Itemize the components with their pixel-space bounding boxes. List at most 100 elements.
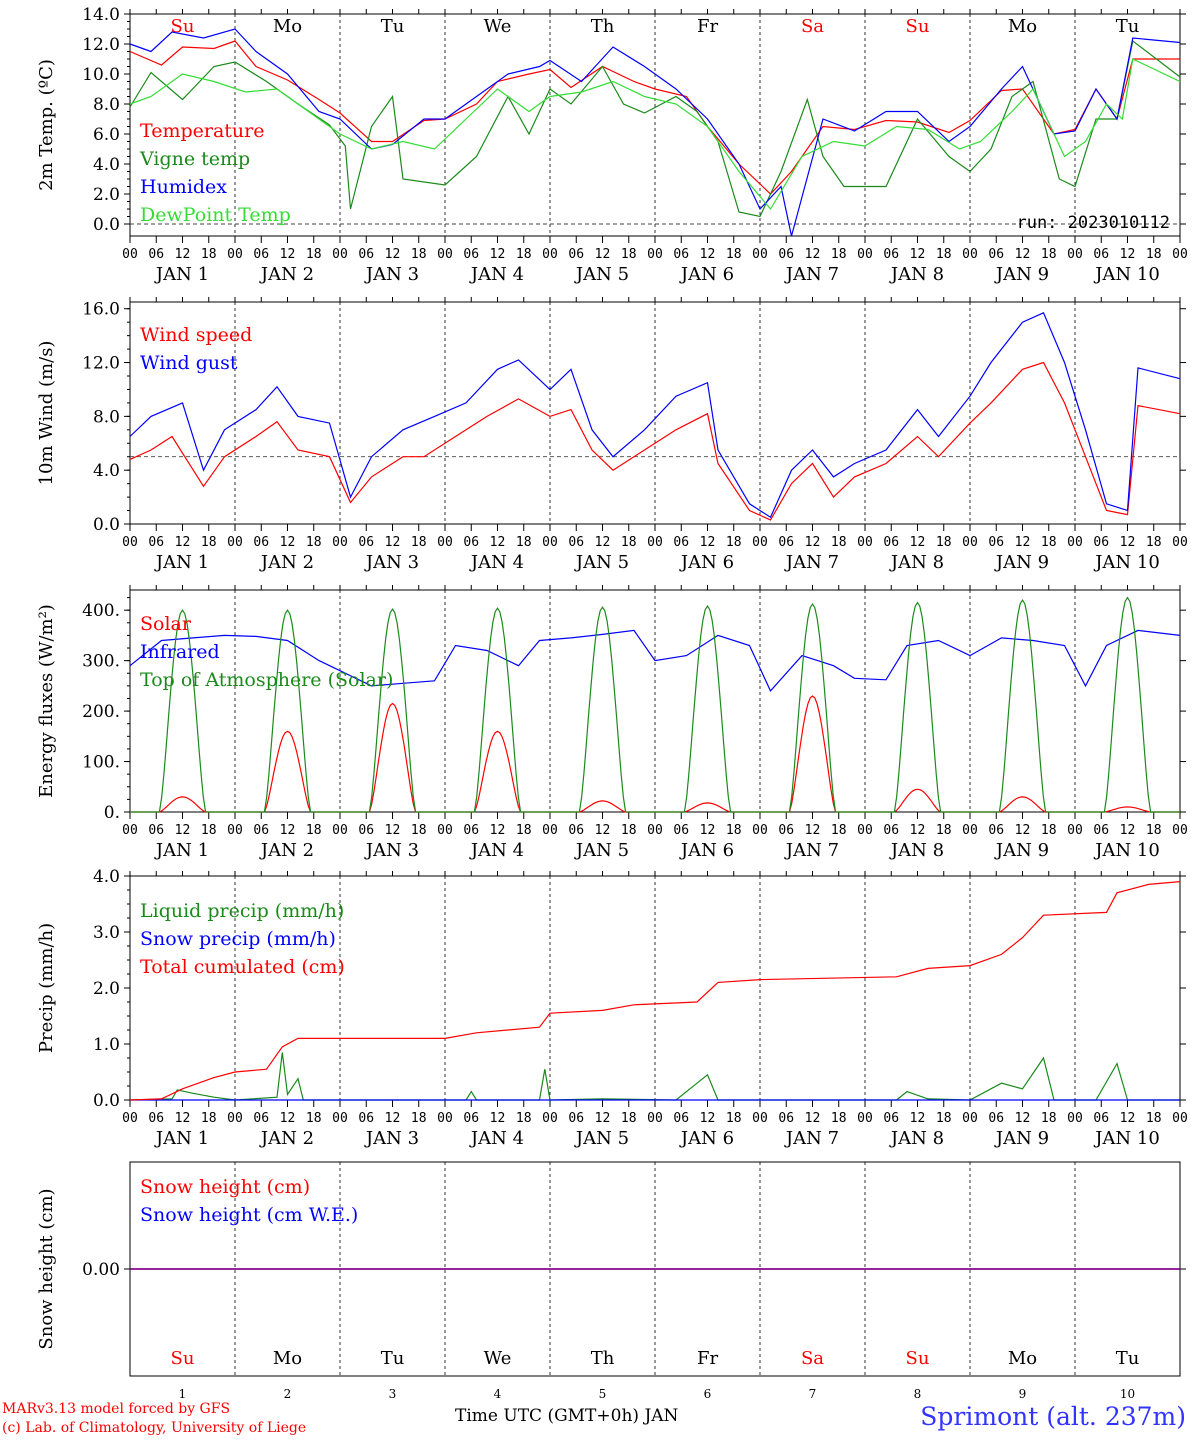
y-axis-title: Energy fluxes (W/m²) xyxy=(36,604,57,798)
date-label: JAN 1 xyxy=(154,1128,209,1149)
hour-tick-label: 06 xyxy=(1093,823,1109,838)
hour-tick-label: 06 xyxy=(358,823,374,838)
date-label: JAN 9 xyxy=(994,840,1049,861)
legend-entry: Infrared xyxy=(140,641,220,663)
time-axis-label: Time UTC (GMT+0h) JAN xyxy=(455,1406,679,1426)
hour-tick-label: 06 xyxy=(1093,1111,1109,1126)
date-label: JAN 9 xyxy=(994,264,1049,285)
hour-tick-label: 18 xyxy=(1146,247,1162,262)
weekday-label: Su xyxy=(171,1348,195,1369)
panel-5: 0.00 Snow height (cm) 1 Su 2 Mo 3 Tu 4 We 5 Th 6 Fr 7 S… xyxy=(36,1161,1186,1401)
date-label: JAN 2 xyxy=(259,552,314,573)
weekday-label: Mo xyxy=(1008,1348,1037,1369)
y-tick-label: 14.0 xyxy=(82,5,120,25)
hour-tick-label: 18 xyxy=(1041,535,1057,550)
y-tick-label: 300. xyxy=(82,652,120,672)
hour-tick-label: 12 xyxy=(595,247,611,262)
hour-tick-label: 18 xyxy=(621,1111,637,1126)
y-tick-label: 12.0 xyxy=(82,35,120,55)
panel-3: 0. 100. 200. 300. 400. Energy fluxes (W/m²) 00… xyxy=(36,585,1188,861)
date-label: JAN 5 xyxy=(574,552,629,573)
legend-entry: Temperature xyxy=(140,120,264,142)
hour-tick-label: 06 xyxy=(673,823,689,838)
hour-tick-label: 12 xyxy=(805,535,821,550)
hour-tick-label: 06 xyxy=(358,535,374,550)
station-title: Sprimont (alt. 237m) xyxy=(920,1402,1186,1431)
series-line xyxy=(129,28,1181,237)
hour-tick-label: 18 xyxy=(936,247,952,262)
hour-tick-label: 00 xyxy=(1172,1111,1188,1126)
hour-tick-label: 06 xyxy=(463,1111,479,1126)
hour-tick-label: 06 xyxy=(568,1111,584,1126)
hour-tick-label: 12 xyxy=(280,535,296,550)
hour-tick-label: 12 xyxy=(1120,247,1136,262)
hour-tick-label: 06 xyxy=(673,1111,689,1126)
hour-tick-label: 00 xyxy=(647,247,663,262)
date-label: JAN 1 xyxy=(154,840,209,861)
hour-tick-label: 00 xyxy=(227,1111,243,1126)
hour-tick-label: 12 xyxy=(385,1111,401,1126)
hour-tick-label: 00 xyxy=(647,535,663,550)
hour-tick-label: 00 xyxy=(1067,1111,1083,1126)
legend-entry: Snow precip (mm/h) xyxy=(140,928,336,950)
hour-tick-label: 18 xyxy=(831,535,847,550)
hour-tick-label: 18 xyxy=(621,823,637,838)
weekday-label: We xyxy=(484,1348,512,1369)
y-tick-label: 8.0 xyxy=(93,407,120,427)
date-label: JAN 8 xyxy=(889,1128,944,1149)
hour-tick-label: 18 xyxy=(726,247,742,262)
weekday-label: Fr xyxy=(697,16,718,37)
day-number: 9 xyxy=(1019,1387,1027,1401)
hour-tick-label: 00 xyxy=(962,1111,978,1126)
hour-tick-label: 12 xyxy=(175,1111,191,1126)
hour-tick-label: 00 xyxy=(857,247,873,262)
y-tick-label: 0.0 xyxy=(93,1091,120,1111)
hour-tick-label: 18 xyxy=(411,535,427,550)
hour-tick-label: 12 xyxy=(700,247,716,262)
model-credit: MARv3.13 model forced by GFS xyxy=(2,1401,231,1417)
legend-entry: Liquid precip (mm/h) xyxy=(140,900,344,922)
date-label: JAN 4 xyxy=(469,552,524,573)
hour-tick-label: 12 xyxy=(1120,823,1136,838)
hour-tick-label: 06 xyxy=(988,1111,1004,1126)
hour-tick-label: 00 xyxy=(647,1111,663,1126)
series-line xyxy=(129,361,1181,521)
date-label: JAN 7 xyxy=(784,840,839,861)
day-number: 10 xyxy=(1120,1387,1135,1401)
date-label: JAN 10 xyxy=(1093,552,1160,573)
date-label: JAN 10 xyxy=(1093,1128,1160,1149)
legend-entry: Wind gust xyxy=(140,352,238,374)
hour-tick-label: 06 xyxy=(1093,535,1109,550)
legend-entry: DewPoint Temp xyxy=(140,204,291,226)
hour-tick-label: 18 xyxy=(726,535,742,550)
hour-tick-label: 12 xyxy=(910,823,926,838)
hour-tick-label: 00 xyxy=(122,535,138,550)
y-tick-label: 2.0 xyxy=(93,185,120,205)
hour-tick-label: 18 xyxy=(1041,1111,1057,1126)
hour-tick-label: 12 xyxy=(910,1111,926,1126)
hour-tick-label: 18 xyxy=(1041,247,1057,262)
weekday-label: Su xyxy=(906,16,930,37)
hour-tick-label: 00 xyxy=(962,535,978,550)
date-label: JAN 6 xyxy=(679,552,734,573)
y-tick-label: 16.0 xyxy=(82,300,120,320)
run-annotation: run: 2023010112 xyxy=(1016,213,1170,233)
hour-tick-label: 12 xyxy=(1015,823,1031,838)
hour-tick-label: 18 xyxy=(516,247,532,262)
hour-tick-label: 18 xyxy=(516,535,532,550)
hour-tick-label: 12 xyxy=(595,535,611,550)
hour-tick-label: 12 xyxy=(805,823,821,838)
hour-tick-label: 06 xyxy=(148,535,164,550)
hour-tick-label: 06 xyxy=(463,247,479,262)
legend-entry: Snow height (cm) xyxy=(140,1176,310,1198)
hour-tick-label: 12 xyxy=(385,247,401,262)
lab-credit: (c) Lab. of Climatology, University of L… xyxy=(2,1420,307,1436)
hour-tick-label: 00 xyxy=(122,1111,138,1126)
hour-tick-label: 00 xyxy=(752,823,768,838)
series-line xyxy=(130,596,1180,813)
hour-tick-label: 00 xyxy=(1172,247,1188,262)
hour-tick-label: 18 xyxy=(201,1111,217,1126)
hour-tick-label: 00 xyxy=(962,823,978,838)
weekday-label: Mo xyxy=(1008,16,1037,37)
date-label: JAN 4 xyxy=(469,840,524,861)
